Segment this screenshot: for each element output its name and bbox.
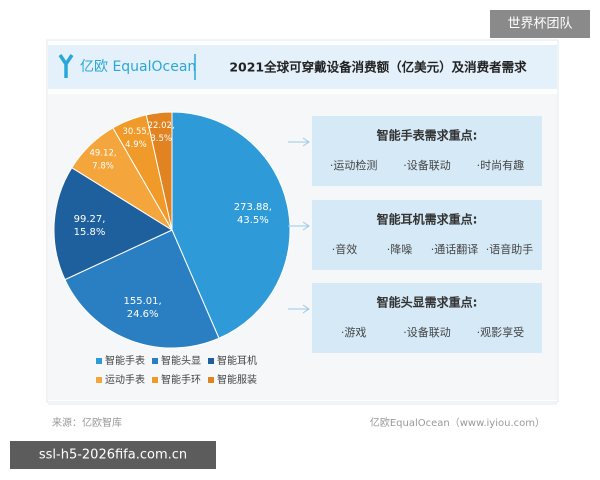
demand-box bbox=[312, 200, 542, 270]
box-title: 智能头显需求重点: bbox=[376, 295, 478, 310]
demand-box bbox=[312, 116, 542, 186]
logo-icon bbox=[58, 54, 74, 78]
percent-label: 3.5% bbox=[150, 134, 172, 144]
header-bar bbox=[48, 45, 557, 89]
header-title: 2021全球可穿戴设备消费额（亿美元）及消费者需求 bbox=[229, 60, 527, 75]
percent-label: 7.8% bbox=[92, 161, 114, 171]
box-item: ·设备联动 bbox=[403, 158, 451, 172]
pie-slice bbox=[145, 111, 173, 231]
arrow-head bbox=[302, 304, 310, 314]
box-item: ·降噪 bbox=[387, 242, 413, 256]
demand-box bbox=[312, 283, 542, 353]
percent-label: 43.5% bbox=[237, 215, 269, 226]
legend-swatch bbox=[152, 377, 158, 383]
legend-label: 智能手环 bbox=[161, 373, 201, 386]
box-item: ·音效 bbox=[332, 242, 358, 256]
legend-swatch bbox=[96, 358, 102, 364]
watermark: 世界杯团队 bbox=[507, 17, 572, 32]
percent-label: 15.8% bbox=[74, 227, 106, 238]
legend-swatch bbox=[208, 377, 214, 383]
logo-text: 亿欧 EqualOcean bbox=[80, 59, 196, 75]
value-label: 22.02, bbox=[148, 121, 175, 131]
url-tag: ssl-h5-2026fifa.com.cn bbox=[39, 448, 187, 463]
box-item: ·时尚有趣 bbox=[477, 158, 525, 172]
percent-label: 4.9% bbox=[125, 140, 147, 150]
legend-swatch bbox=[96, 377, 102, 383]
pie-slice bbox=[53, 166, 174, 281]
watermark-box bbox=[490, 10, 590, 38]
arrow-head bbox=[302, 137, 310, 147]
pie-slice bbox=[171, 111, 291, 339]
legend-label: 智能头显 bbox=[161, 354, 201, 367]
box-item: ·运动检测 bbox=[330, 158, 378, 172]
legend-label: 智能手表 bbox=[105, 354, 145, 367]
url-tag-box bbox=[10, 441, 216, 469]
value-label: 99.27, bbox=[74, 214, 106, 225]
box-title: 智能手表需求重点: bbox=[376, 128, 478, 143]
value-label: 30.55, bbox=[122, 127, 149, 137]
box-item: ·观影享受 bbox=[477, 325, 525, 339]
box-title: 智能耳机需求重点: bbox=[376, 212, 478, 227]
box-item: ·游戏 bbox=[341, 326, 367, 339]
box-item: ·通话翻译 bbox=[431, 242, 479, 256]
box-item: ·设备联动 bbox=[403, 325, 451, 339]
pie-chart: 273.88, 43.5% 155.01, 24.6% 99.27, 15.8% 49.12… bbox=[53, 111, 291, 349]
value-label: 273.88, bbox=[234, 202, 272, 213]
value-label: 49.12, bbox=[90, 148, 117, 158]
footer-source: 来源：亿欧智库 bbox=[52, 416, 122, 429]
legend-swatch bbox=[208, 358, 214, 364]
box-item: ·语音助手 bbox=[486, 242, 534, 256]
footer-credit: 亿欧EqualOcean（www.iyiou.com） bbox=[370, 416, 545, 429]
value-label: 155.01, bbox=[124, 296, 162, 307]
legend-label: 智能服装 bbox=[217, 373, 257, 386]
legend-swatch bbox=[152, 358, 158, 364]
legend-label: 运动手表 bbox=[105, 373, 145, 386]
percent-label: 24.6% bbox=[127, 309, 159, 320]
arrow-head bbox=[302, 221, 310, 231]
legend-label: 智能耳机 bbox=[217, 354, 257, 367]
pie-slice bbox=[64, 229, 220, 349]
